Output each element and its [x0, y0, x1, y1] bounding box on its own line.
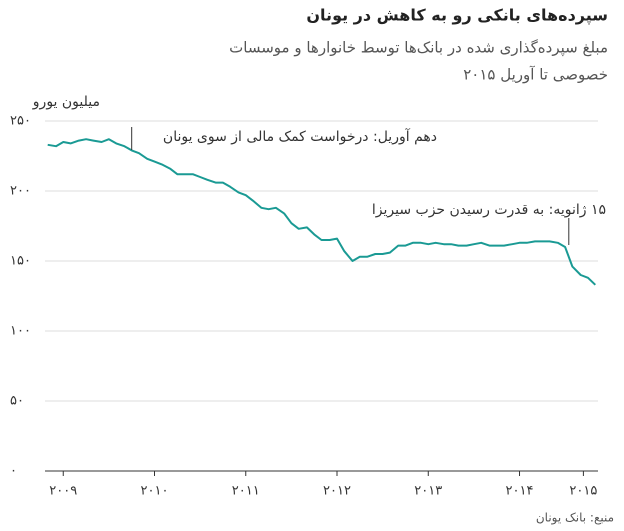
y-axis-label: میلیون یورو — [32, 94, 100, 110]
data-line — [47, 138, 596, 286]
x-tick-label: ۲۰۱۳ — [414, 484, 442, 499]
y-tick-label: ۱۵۰ — [10, 254, 31, 269]
x-tick-label: ۲۰۱۲ — [323, 484, 351, 499]
x-tick-label: ۲۰۱۵ — [569, 484, 597, 499]
annotation: دهم آوریل: درخواست کمک مالی از سوی یونان — [163, 128, 437, 145]
chart-subtitle: خصوصی تا آوریل ۲۰۱۵ — [463, 66, 608, 84]
x-tick-label: ۲۰۱۴ — [506, 484, 534, 499]
y-tick-label: ۰ — [10, 464, 17, 479]
y-tick-label: ۵۰ — [10, 394, 24, 409]
x-tick-label: ۲۰۰۹ — [49, 484, 77, 499]
x-tick-label: ۲۰۱۱ — [232, 484, 260, 499]
x-tick-label: ۲۰۱۰ — [141, 484, 169, 499]
source: منبع: بانک یونان — [536, 511, 614, 526]
y-tick-label: ۲۵۰ — [10, 114, 31, 129]
chart-subtitle: مبلغ سپرده‌گذاری شده در بانک‌ها توسط خان… — [229, 39, 608, 58]
chart-title: سپرده‌های بانکی رو به کاهش در یونان — [306, 6, 608, 26]
y-tick-label: ۱۰۰ — [10, 324, 31, 339]
y-tick-label: ۲۰۰ — [10, 184, 31, 199]
annotation: ۱۵ ژانویه: به قدرت رسیدن حزب سیریزا — [372, 202, 606, 218]
